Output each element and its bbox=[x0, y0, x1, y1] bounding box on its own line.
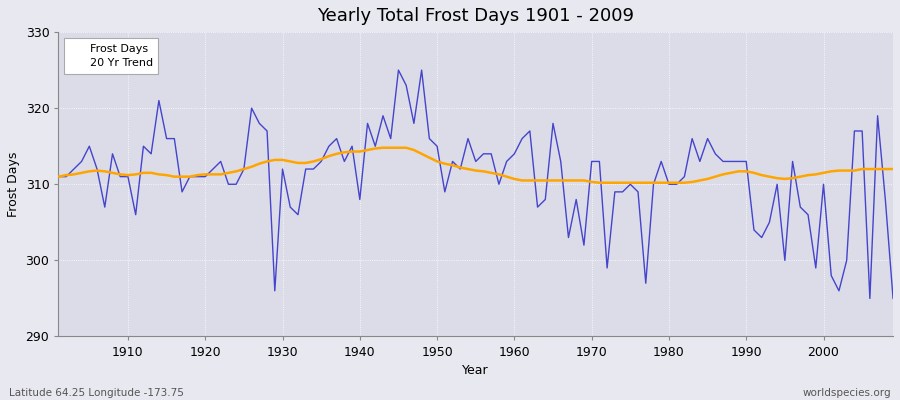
Legend: Frost Days, 20 Yr Trend: Frost Days, 20 Yr Trend bbox=[64, 38, 158, 74]
Frost Days bbox=[53, 174, 64, 179]
20 Yr Trend bbox=[887, 167, 898, 172]
Frost Days bbox=[609, 190, 620, 194]
Frost Days bbox=[285, 205, 296, 210]
20 Yr Trend bbox=[53, 174, 64, 179]
20 Yr Trend bbox=[331, 152, 342, 156]
Frost Days bbox=[331, 136, 342, 141]
Line: Frost Days: Frost Days bbox=[58, 70, 893, 298]
Text: Latitude 64.25 Longitude -173.75: Latitude 64.25 Longitude -173.75 bbox=[9, 388, 184, 398]
Title: Yearly Total Frost Days 1901 - 2009: Yearly Total Frost Days 1901 - 2009 bbox=[317, 7, 634, 25]
Frost Days bbox=[887, 296, 898, 301]
20 Yr Trend bbox=[115, 172, 126, 177]
Frost Days bbox=[865, 296, 876, 301]
Frost Days bbox=[517, 136, 527, 141]
Frost Days bbox=[509, 152, 520, 156]
X-axis label: Year: Year bbox=[463, 364, 489, 377]
20 Yr Trend bbox=[509, 176, 520, 181]
Frost Days bbox=[115, 174, 126, 179]
Text: worldspecies.org: worldspecies.org bbox=[803, 388, 891, 398]
20 Yr Trend bbox=[594, 180, 605, 185]
Y-axis label: Frost Days: Frost Days bbox=[7, 152, 20, 217]
20 Yr Trend bbox=[378, 145, 389, 150]
Frost Days bbox=[393, 68, 404, 72]
20 Yr Trend bbox=[517, 178, 527, 183]
20 Yr Trend bbox=[285, 159, 296, 164]
Line: 20 Yr Trend: 20 Yr Trend bbox=[58, 148, 893, 183]
20 Yr Trend bbox=[617, 180, 628, 185]
